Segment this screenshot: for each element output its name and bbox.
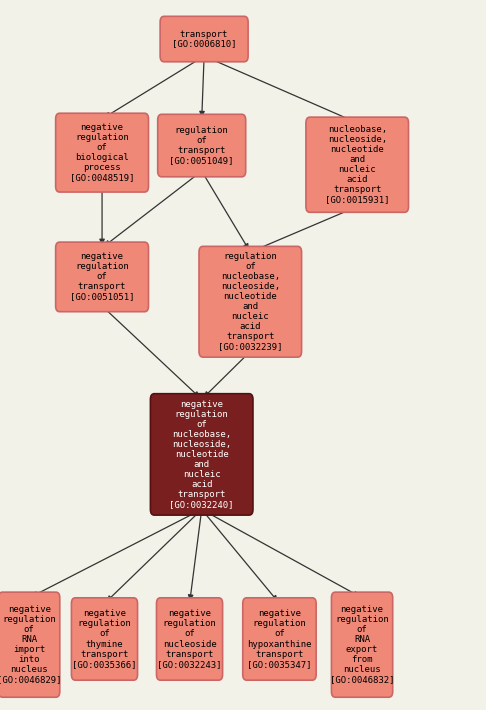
Text: negative
regulation
of
RNA
export
from
nucleus
[GO:0046832]: negative regulation of RNA export from n… (330, 605, 394, 684)
FancyBboxPatch shape (71, 598, 138, 680)
Text: transport
[GO:0006810]: transport [GO:0006810] (172, 30, 236, 48)
FancyBboxPatch shape (243, 598, 316, 680)
Text: negative
regulation
of
nucleobase,
nucleoside,
nucleotide
and
nucleic
acid
trans: negative regulation of nucleobase, nucle… (170, 400, 234, 509)
FancyBboxPatch shape (151, 393, 253, 515)
FancyBboxPatch shape (306, 117, 408, 212)
Text: negative
regulation
of
nucleoside
transport
[GO:0032243]: negative regulation of nucleoside transp… (157, 609, 222, 669)
FancyBboxPatch shape (0, 592, 60, 697)
Text: negative
regulation
of
biological
process
[GO:0048519]: negative regulation of biological proces… (70, 123, 134, 182)
Text: regulation
of
nucleobase,
nucleoside,
nucleotide
and
nucleic
acid
transport
[GO:: regulation of nucleobase, nucleoside, nu… (218, 252, 282, 351)
Text: negative
regulation
of
RNA
import
into
nucleus
[GO:0046829]: negative regulation of RNA import into n… (0, 605, 61, 684)
Text: negative
regulation
of
transport
[GO:0051051]: negative regulation of transport [GO:005… (70, 252, 134, 302)
FancyBboxPatch shape (55, 113, 149, 192)
Text: regulation
of
transport
[GO:0051049]: regulation of transport [GO:0051049] (170, 126, 234, 165)
FancyBboxPatch shape (160, 16, 248, 62)
Text: negative
regulation
of
thymine
transport
[GO:0035366]: negative regulation of thymine transport… (72, 609, 137, 669)
FancyBboxPatch shape (156, 598, 223, 680)
FancyBboxPatch shape (157, 114, 245, 177)
FancyBboxPatch shape (55, 242, 149, 312)
FancyBboxPatch shape (331, 592, 393, 697)
Text: nucleobase,
nucleoside,
nucleotide
and
nucleic
acid
transport
[GO:0015931]: nucleobase, nucleoside, nucleotide and n… (325, 125, 389, 204)
Text: negative
regulation
of
hypoxanthine
transport
[GO:0035347]: negative regulation of hypoxanthine tran… (247, 609, 312, 669)
FancyBboxPatch shape (199, 246, 301, 357)
